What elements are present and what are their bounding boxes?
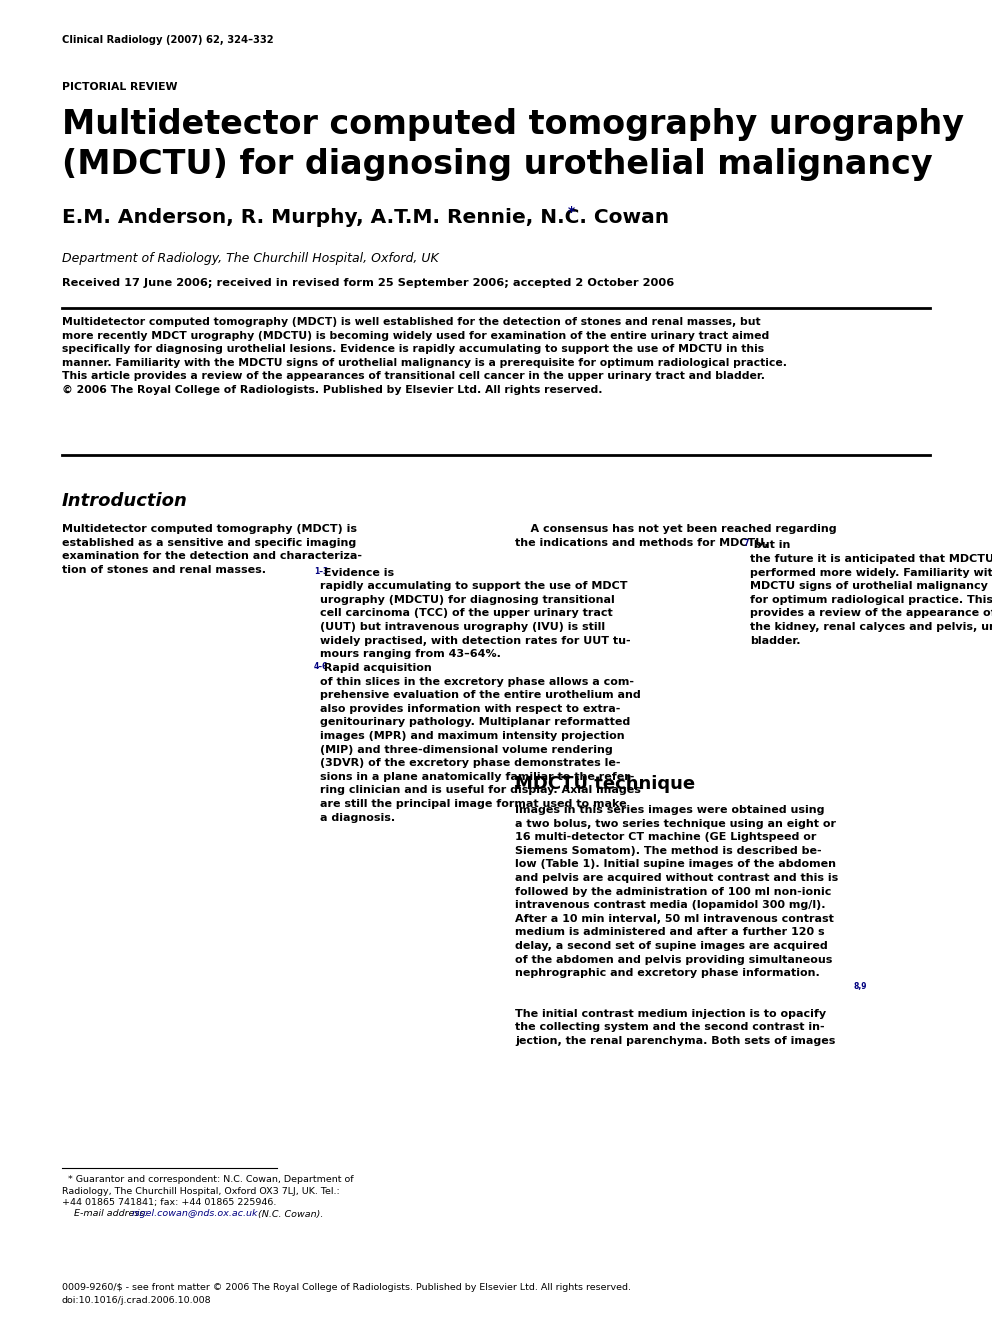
Text: E-mail address:: E-mail address: — [62, 1209, 151, 1218]
Text: but in
the future it is anticipated that MDCTU will be
performed more widely. Fa: but in the future it is anticipated that… — [750, 541, 992, 646]
Text: Multidetector computed tomography (MDCT) is
established as a sensitive and speci: Multidetector computed tomography (MDCT)… — [62, 524, 362, 574]
Text: (MDCTU) for diagnosing urothelial malignancy: (MDCTU) for diagnosing urothelial malign… — [62, 148, 932, 181]
Text: 7: 7 — [744, 540, 749, 549]
Text: Introduction: Introduction — [62, 492, 187, 509]
Text: Evidence is
rapidly accumulating to support the use of MDCT
urography (MDCTU) fo: Evidence is rapidly accumulating to supp… — [320, 568, 631, 659]
Text: doi:10.1016/j.crad.2006.10.008: doi:10.1016/j.crad.2006.10.008 — [62, 1297, 211, 1304]
Text: MDCTU technique: MDCTU technique — [515, 775, 695, 792]
Text: 1–3: 1–3 — [314, 566, 328, 576]
Text: Images in this series images were obtained using
a two bolus, two series techniq: Images in this series images were obtain… — [515, 804, 838, 978]
Text: Rapid acquisition
of thin slices in the excretory phase allows a com-
prehensive: Rapid acquisition of thin slices in the … — [320, 663, 641, 823]
Text: Multidetector computed tomography urography: Multidetector computed tomography urogra… — [62, 108, 964, 142]
Text: PICTORIAL REVIEW: PICTORIAL REVIEW — [62, 82, 178, 93]
Text: 0009-9260/$ - see front matter © 2006 The Royal College of Radiologists. Publish: 0009-9260/$ - see front matter © 2006 Th… — [62, 1283, 631, 1293]
Text: +44 01865 741841; fax: +44 01865 225946.: +44 01865 741841; fax: +44 01865 225946. — [62, 1199, 277, 1207]
Text: nigel.cowan@nds.ox.ac.uk: nigel.cowan@nds.ox.ac.uk — [132, 1209, 259, 1218]
Text: *: * — [568, 205, 575, 220]
Text: A consensus has not yet been reached regarding
the indications and methods for M: A consensus has not yet been reached reg… — [515, 524, 836, 548]
Text: Received 17 June 2006; received in revised form 25 September 2006; accepted 2 Oc: Received 17 June 2006; received in revis… — [62, 278, 675, 288]
Text: E.M. Anderson, R. Murphy, A.T.M. Rennie, N.C. Cowan: E.M. Anderson, R. Murphy, A.T.M. Rennie,… — [62, 208, 670, 228]
Text: The initial contrast medium injection is to opacify
the collecting system and th: The initial contrast medium injection is… — [515, 995, 835, 1045]
Text: (N.C. Cowan).: (N.C. Cowan). — [255, 1209, 323, 1218]
Text: Multidetector computed tomography (MDCT) is well established for the detection o: Multidetector computed tomography (MDCT)… — [62, 318, 787, 396]
Text: 4–6: 4–6 — [314, 662, 328, 671]
Text: Clinical Radiology (2007) 62, 324–332: Clinical Radiology (2007) 62, 324–332 — [62, 34, 274, 45]
Text: * Guarantor and correspondent: N.C. Cowan, Department of: * Guarantor and correspondent: N.C. Cowa… — [62, 1175, 353, 1184]
Text: 8,9: 8,9 — [853, 982, 866, 991]
Text: Radiology, The Churchill Hospital, Oxford OX3 7LJ, UK. Tel.:: Radiology, The Churchill Hospital, Oxfor… — [62, 1187, 339, 1196]
Text: Department of Radiology, The Churchill Hospital, Oxford, UK: Department of Radiology, The Churchill H… — [62, 251, 438, 265]
